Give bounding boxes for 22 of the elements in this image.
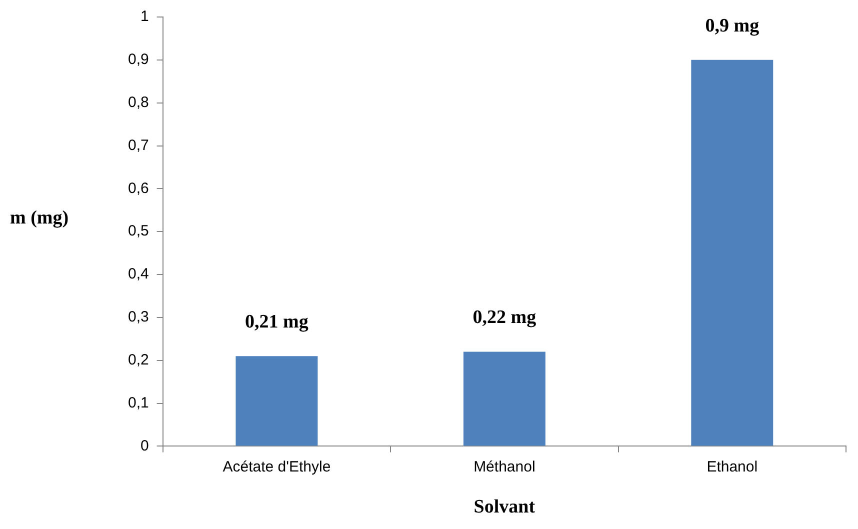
y-axis-title: m (mg) xyxy=(10,208,69,229)
y-tick-label: 1 xyxy=(140,8,149,26)
y-tick-label: 0,2 xyxy=(128,352,149,368)
y-tick-label: 0,5 xyxy=(128,222,149,240)
y-tick-label: 0 xyxy=(140,437,149,454)
x-tick-label: Acétate d'Ethyle xyxy=(222,458,331,476)
y-tick-label: 0,4 xyxy=(128,266,149,283)
bar xyxy=(463,352,546,446)
bar xyxy=(691,60,774,446)
data-label: 0,9 mg xyxy=(705,15,760,36)
x-tick-label: Ethanol xyxy=(706,458,758,476)
y-tick-label: 0,7 xyxy=(128,136,149,154)
x-axis-title: Solvant xyxy=(474,496,536,518)
data-label: 0,22 mg xyxy=(472,307,537,328)
y-tick-label: 0,6 xyxy=(128,180,149,197)
x-tick-label: Méthanol xyxy=(474,458,536,476)
y-tick-label: 0,3 xyxy=(128,308,149,326)
bar xyxy=(236,356,318,446)
y-tick-label: 0,8 xyxy=(128,94,149,111)
y-tick-label: 0,9 xyxy=(128,51,149,68)
data-label: 0,21 mg xyxy=(245,311,309,332)
y-tick-label: 0,1 xyxy=(128,394,149,412)
